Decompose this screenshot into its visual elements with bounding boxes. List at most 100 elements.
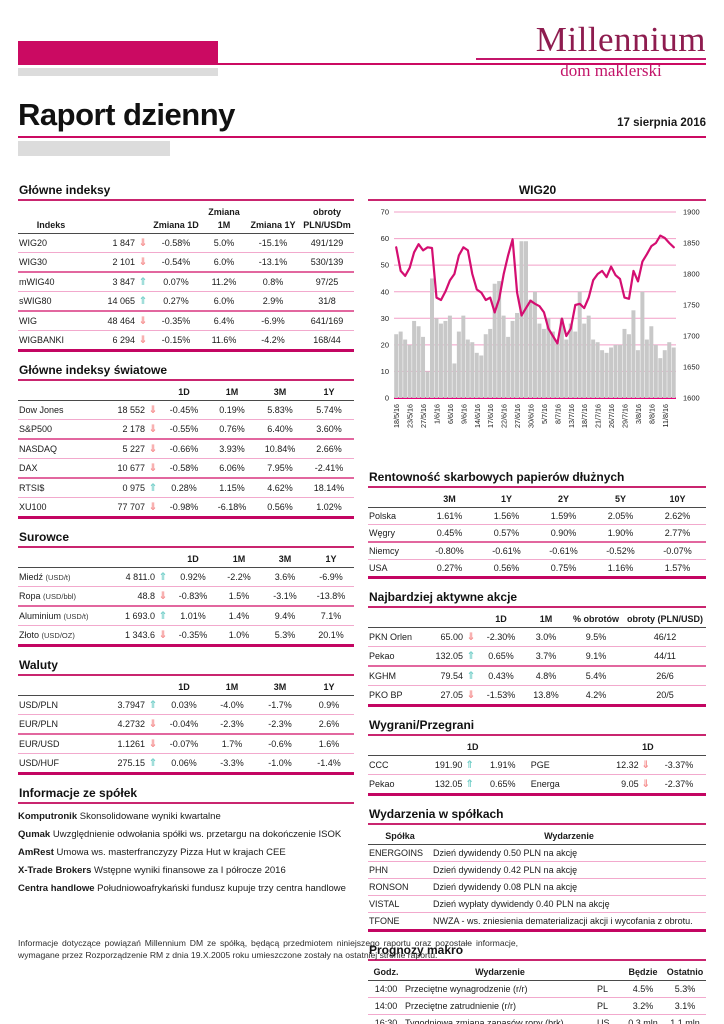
pct-1d: -0.54% xyxy=(150,252,202,273)
yield-3m: 1.61% xyxy=(421,507,478,525)
table-row: XU100 77 707 ⇓ -0.98% -6.18% 0.56% 1.02% xyxy=(18,498,354,518)
svg-text:13/7/16: 13/7/16 xyxy=(567,404,576,428)
pct-1m: 3.93% xyxy=(208,439,256,459)
pct-1y: 5.74% xyxy=(304,400,354,420)
yield-1y: -0.61% xyxy=(478,542,535,560)
column-header: 5Y xyxy=(592,491,649,508)
row-name: Dow Jones xyxy=(18,400,90,420)
table-row: KGHM 79.54 ⇑ 0.43% 4.8% 5.4% 26/6 xyxy=(368,666,706,686)
svg-text:6/6/16: 6/6/16 xyxy=(446,404,455,424)
index-name: WIG20 xyxy=(18,233,84,253)
section-world-indices: Główne indeksy światowe 1D 1M 3M 1Y Dow Jone… xyxy=(18,363,354,519)
loser-price: 12.32 xyxy=(589,755,640,775)
winner-name: Pekao xyxy=(369,779,395,789)
pct-1d: -0.15% xyxy=(161,335,191,345)
row-value: 4.2732 xyxy=(90,714,146,735)
turnover: 26/6 xyxy=(624,666,706,686)
pct-1d: -0.83% xyxy=(170,586,216,607)
column-header xyxy=(156,551,170,568)
pct-1m: -6.18% xyxy=(217,502,247,512)
column-header: 1D xyxy=(415,739,530,756)
divider xyxy=(368,823,706,825)
svg-text:70: 70 xyxy=(381,208,389,217)
pct-1d: 1.01% xyxy=(170,606,216,626)
news-item: Centra handlowe Południowoafrykański fun… xyxy=(18,883,346,895)
pct-1d: -0.35% xyxy=(150,311,202,331)
column-header xyxy=(18,384,90,401)
column-header: 2Y xyxy=(535,491,592,508)
table-row: WIG 48 464 ⇓ -0.35% 6.4% -6.9% 641/169 xyxy=(18,311,354,331)
pct-1y: -15.1% xyxy=(246,233,300,253)
index-value: 1 847 xyxy=(84,233,136,253)
pct-1m: 6.06% xyxy=(208,458,256,479)
turnover-share: 9.1% xyxy=(568,646,624,667)
pct-1d: 0.03% xyxy=(160,695,208,715)
table-row: CCC 191.90 ⇑ 1.91% PGE 12.32 ⇓ -3.37% xyxy=(368,755,706,775)
row-value: 10 677 xyxy=(90,458,146,479)
column-header xyxy=(90,679,146,696)
column-header: 1D xyxy=(160,679,208,696)
turnover: 97/25 xyxy=(300,272,354,292)
column-header xyxy=(136,204,150,217)
row-name: DAX xyxy=(18,458,90,479)
row-name: USD/HUF xyxy=(19,758,59,768)
stock-price: 79.54 xyxy=(424,666,464,686)
pct-1y: 20.1% xyxy=(318,630,344,640)
yield-10y: 2.77% xyxy=(649,524,706,543)
logo-title: Millennium xyxy=(535,20,706,59)
data-table: Spółka Wydarzenie ENERGOINS Dzień dywidendy… xyxy=(368,828,706,932)
macro-last: 3.1% xyxy=(664,997,706,1015)
macro-forecast: 3.2% xyxy=(622,997,664,1015)
pct-3m: -2.3% xyxy=(256,714,304,735)
stock-price: 27.05 xyxy=(440,690,463,700)
yield-10y: 2.62% xyxy=(649,507,706,525)
macro-country: PL xyxy=(596,980,622,998)
column-header: PLN/USDm xyxy=(300,217,354,234)
table-row: Pekao 132.05 ⇑ 0.65% 3.7% 9.1% 44/11 xyxy=(368,646,706,667)
index-value: 48 464 xyxy=(84,311,136,331)
table-row: RONSON Dzień dywidendy 0.08 PLN na akcję xyxy=(368,878,706,896)
pct-3m: 5.3% xyxy=(274,630,296,640)
header-row: 1D 1M 3M 1Y xyxy=(18,551,354,568)
pct-1d: -0.58% xyxy=(150,233,202,253)
table-row: S&P500 2 178 ⇓ -0.55% 0.76% 6.40% 3.60% xyxy=(18,419,354,440)
stock-name: PKO BP xyxy=(369,690,403,700)
down-arrow-icon: ⇓ xyxy=(146,400,160,420)
column-header xyxy=(529,739,590,756)
winner-price: 191.90 xyxy=(415,755,464,775)
svg-text:11/8/16: 11/8/16 xyxy=(661,404,670,427)
macro-forecast: 0.3 mln xyxy=(622,1014,664,1024)
event-text: NWZA - ws. zniesienia dematerializacji a… xyxy=(433,916,693,926)
yield-3m: 0.45% xyxy=(421,524,478,543)
yield-1y: 0.56% xyxy=(493,563,520,573)
loser-pct: -3.37% xyxy=(652,755,706,775)
pct-1d: 0.43% xyxy=(478,666,524,686)
column-header xyxy=(368,491,421,508)
column-header xyxy=(596,964,622,981)
down-arrow-icon: ⇓ xyxy=(146,458,160,479)
country-name: Niemcy xyxy=(368,542,421,560)
svg-text:30: 30 xyxy=(381,314,389,323)
index-name: WIGBANKI xyxy=(19,335,65,345)
event-company: TFONE xyxy=(369,916,400,926)
title-rule xyxy=(18,136,706,138)
svg-text:27/6/16: 27/6/16 xyxy=(513,404,522,428)
pct-3m: -3.1% xyxy=(262,586,308,607)
header-row: Indeks Zmiana 1D 1M Zmiana 1Y PLN/USDm xyxy=(18,217,354,234)
macro-country: PL xyxy=(596,997,622,1015)
row-value: 1 343.6 xyxy=(124,630,155,640)
pct-1y: 0.8% xyxy=(246,272,300,292)
news-item: AmRest Umowa ws. masterfranczyzy Pizza H… xyxy=(18,846,286,858)
column-header: Zmiana xyxy=(208,207,240,217)
page-title: Raport dzienny xyxy=(18,97,235,132)
turnover: 44/11 xyxy=(624,646,706,667)
header-row: 1D 1M% obrotów obroty (PLN/USD) xyxy=(368,611,706,628)
table-row: 16:30 Tygodniowa zmiana zapasów ropy (brk… xyxy=(368,1014,706,1024)
table-row: Aluminium (USD/t) 1 693.0 ⇑ 1.01% 1.4% 9.4% 7.… xyxy=(18,606,354,626)
logo-rule xyxy=(476,58,706,60)
table-row: 14:00 Przeciętne wynagrodzenie (r/r) PL 4.5… xyxy=(368,980,706,998)
header-row: Godz. Wydarzenie Będzie Ostatnio xyxy=(368,964,706,981)
table-row: sWIG80 14 065 ⇑ 0.27% 6.0% 2.9% 31/8 xyxy=(18,291,354,312)
news-company: AmRest xyxy=(18,846,54,858)
section-title: Główne indeksy xyxy=(19,183,111,197)
